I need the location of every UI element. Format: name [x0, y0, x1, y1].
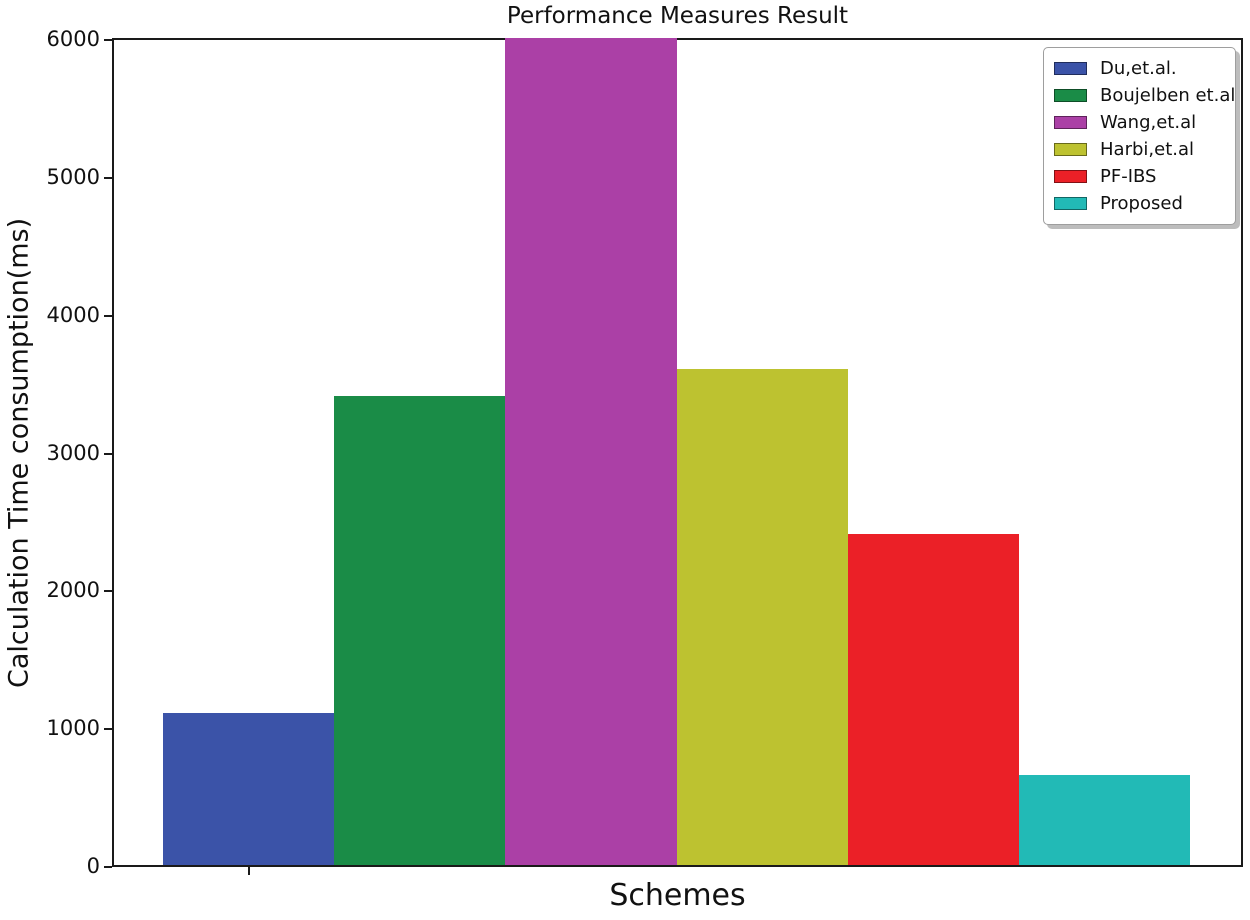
bar-du-et-al — [163, 713, 335, 865]
y-tick-mark — [104, 176, 112, 179]
legend-swatch-pf-ibs — [1054, 170, 1087, 183]
x-axis-label: Schemes — [609, 878, 746, 913]
plot-area: Du,et.al. Boujelben et.al Wang,et.al Harbi,… — [104, 38, 1243, 875]
legend-item-wang-et-al: Wang,et.al — [1054, 109, 1225, 136]
bar-pf-ibs — [847, 534, 1019, 865]
legend-item-du-et-al: Du,et.al. — [1054, 55, 1225, 82]
legend-swatch-wang-et-al — [1054, 116, 1087, 129]
bar-proposed — [1019, 775, 1191, 865]
y-tick-label: 3000 — [46, 440, 100, 465]
legend-item-boujelben-et-al: Boujelben et.al — [1054, 82, 1235, 109]
y-tick-label: 4000 — [46, 302, 100, 327]
legend-label: Wang,et.al — [1100, 112, 1197, 133]
legend-item-harbi-et-al: Harbi,et.al — [1054, 136, 1225, 163]
legend-swatch-proposed — [1054, 197, 1087, 210]
x-tick-mark — [247, 867, 250, 875]
legend-swatch-harbi-et-al — [1054, 143, 1087, 156]
legend-swatch-boujelben-et-al — [1054, 89, 1087, 102]
y-tick-mark — [104, 728, 112, 731]
legend-label: PF-IBS — [1100, 166, 1157, 187]
legend: Du,et.al. Boujelben et.al Wang,et.al Harbi,… — [1043, 47, 1236, 225]
y-tick-mark — [104, 314, 112, 317]
chart-title: Performance Measures Result — [506, 3, 849, 29]
bar-boujelben-et-al — [334, 396, 506, 865]
y-tick-mark — [104, 866, 112, 868]
y-tick-mark — [104, 590, 112, 593]
bar-harbi-et-al — [676, 368, 848, 865]
legend-label: Harbi,et.al — [1100, 139, 1194, 160]
bar-wang-et-al — [505, 38, 677, 865]
y-tick-label: 2000 — [46, 578, 100, 603]
y-tick-label: 6000 — [46, 27, 100, 52]
legend-item-proposed: Proposed — [1054, 190, 1225, 217]
legend-label: Proposed — [1100, 193, 1183, 214]
y-tick-label: 0 — [86, 854, 100, 879]
legend-label: Boujelben et.al — [1100, 85, 1236, 106]
y-tick-label: 5000 — [46, 164, 100, 189]
y-tick-label: 1000 — [46, 716, 100, 741]
legend-swatch-du-et-al — [1054, 62, 1087, 75]
legend-item-pf-ibs: PF-IBS — [1054, 163, 1225, 190]
y-tick-mark — [104, 39, 112, 41]
y-tick-mark — [104, 452, 112, 455]
legend-label: Du,et.al. — [1100, 58, 1177, 79]
